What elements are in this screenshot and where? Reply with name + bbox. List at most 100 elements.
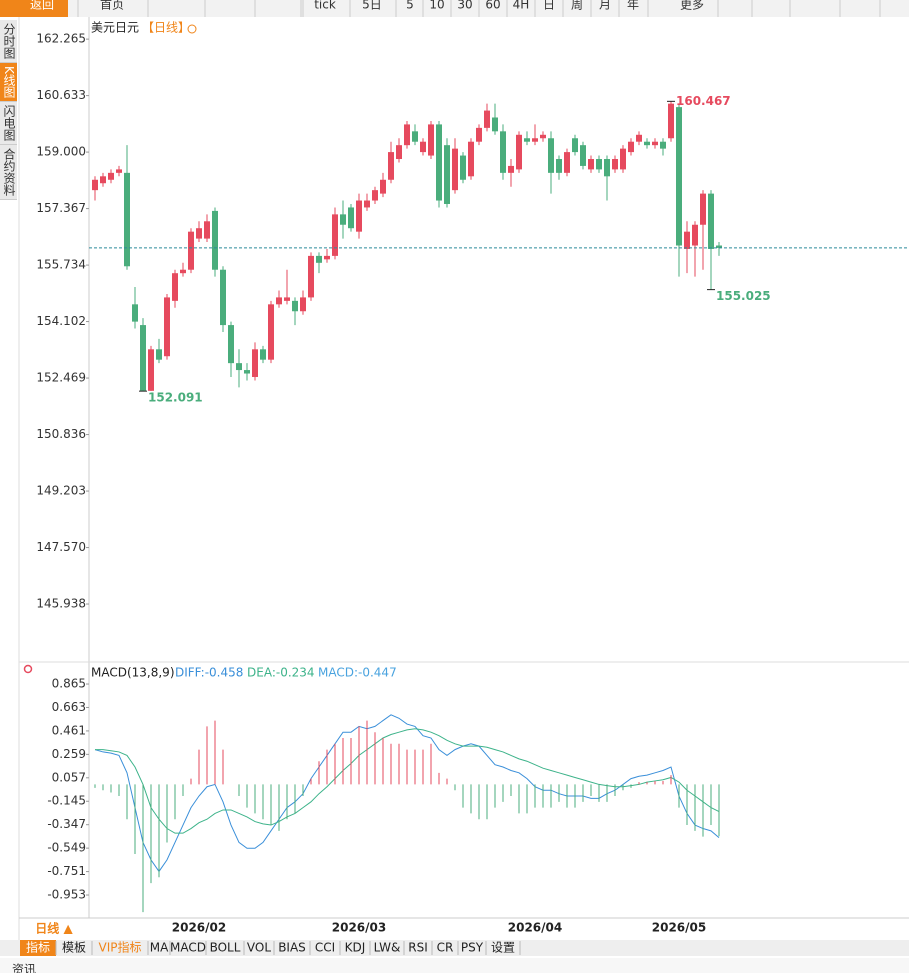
bottom-tab[interactable]: VOL [247, 941, 271, 955]
candle-body [236, 363, 242, 371]
footer-tab[interactable]: 资讯 [12, 963, 36, 973]
side-tab[interactable]: K线图 [0, 63, 17, 102]
y-tick-label: -0.953 [47, 888, 86, 902]
candle-body [500, 131, 506, 173]
period-button[interactable]: 4H [513, 0, 530, 12]
period-button[interactable]: 日 [543, 0, 555, 12]
candle-body [444, 145, 450, 204]
bottom-tab[interactable]: MA [150, 941, 169, 955]
candle-body [172, 273, 178, 301]
candle-body [220, 269, 226, 326]
candle-body [668, 103, 674, 139]
y-tick-label: 0.663 [52, 700, 86, 714]
candle-body [308, 255, 314, 298]
chart-subtitle: 【日线】 [142, 21, 190, 35]
indicator-title: MACD(13,8,9) [91, 666, 175, 680]
home-label[interactable]: 首页 [100, 0, 124, 12]
bottom-tab[interactable]: RSI [408, 941, 428, 955]
candle-body [396, 145, 402, 160]
candle-body [140, 325, 146, 391]
bottom-tabs [0, 940, 909, 956]
x-tick-label: 2026/05 [652, 921, 706, 935]
y-tick-label: -0.145 [47, 794, 86, 808]
bottom-tab[interactable]: VIP指标 [99, 940, 142, 955]
bottom-tab[interactable]: PSY [461, 941, 484, 955]
period-button[interactable]: 5 [406, 0, 414, 12]
period-label[interactable]: 日线 ▲ [35, 921, 73, 936]
period-button[interactable]: 30 [457, 0, 472, 12]
period-button[interactable]: 年 [627, 0, 639, 12]
candle-body [588, 159, 594, 170]
extreme-label: 160.467 [676, 94, 731, 108]
candle-body [348, 207, 354, 229]
candle-body [684, 231, 690, 249]
period-button[interactable]: 5日 [362, 0, 382, 12]
period-button[interactable]: 周 [571, 0, 583, 12]
bottom-tab[interactable]: 模板 [62, 941, 86, 955]
add-icon[interactable] [187, 24, 197, 34]
indicator-icon[interactable] [23, 664, 33, 674]
footer-bar [0, 958, 909, 973]
bottom-tab[interactable]: BOLL [210, 941, 241, 955]
bottom-tab[interactable]: BIAS [278, 941, 306, 955]
y-tick-label: 145.938 [36, 597, 86, 611]
candle-body [292, 300, 298, 312]
candle-body [548, 138, 554, 173]
candle-body [468, 141, 474, 177]
candle-body [356, 200, 362, 232]
y-tick-label: 0.865 [52, 677, 86, 691]
candle-body [484, 110, 490, 128]
candle-body [636, 134, 642, 142]
back-button[interactable] [0, 0, 68, 17]
candle-body [604, 159, 610, 177]
bottom-tab[interactable]: KDJ [345, 941, 366, 955]
y-tick-label: 160.633 [36, 88, 86, 102]
y-tick-label: -0.347 [47, 817, 86, 831]
candle-body [716, 245, 722, 248]
candle-body [436, 124, 442, 201]
candle-body [452, 148, 458, 191]
bottom-tab[interactable]: 设置 [491, 941, 515, 955]
candle-body [644, 141, 650, 146]
candle-body [260, 349, 266, 360]
legend-entry: MACD:-0.447 [318, 666, 397, 680]
side-tab[interactable]: 闪电图 [0, 101, 17, 145]
candle-body [380, 179, 386, 194]
y-tick-label: 149.203 [36, 484, 86, 498]
bottom-tab[interactable]: 指标 [26, 940, 50, 955]
period-button[interactable]: 10 [429, 0, 444, 12]
period-button[interactable]: 60 [485, 0, 500, 12]
bottom-tab[interactable]: CR [437, 941, 454, 955]
candle-body [692, 224, 698, 246]
candle-body [420, 141, 426, 153]
candle-body [492, 117, 498, 132]
candle-body [204, 221, 210, 239]
side-tab[interactable]: 分时图 [0, 20, 17, 63]
tab-active [20, 940, 56, 956]
bottom-tab[interactable]: LW& [374, 941, 401, 955]
candle-body [612, 159, 618, 170]
bottom-tab[interactable]: CCI [315, 941, 335, 955]
candle-body [412, 131, 418, 142]
legend-entry: DIFF:-0.458 [175, 666, 243, 680]
period-button[interactable]: tick [314, 0, 336, 12]
side-tab[interactable]: 合约资料 [0, 144, 17, 200]
bottom-tab[interactable]: MACD [170, 941, 206, 955]
legend-entry: DEA:-0.234 [247, 666, 315, 680]
candle-body [652, 141, 658, 146]
candle-body [156, 349, 162, 360]
candle-body [596, 159, 602, 170]
x-tick-label: 2026/04 [508, 921, 562, 935]
candle-body [572, 138, 578, 153]
more-button[interactable]: 更多 [680, 0, 704, 12]
period-button[interactable]: 月 [599, 0, 611, 12]
back-label[interactable]: 返回 [30, 0, 54, 12]
candle-body [388, 152, 394, 180]
candle-body [268, 304, 274, 360]
period-box[interactable] [20, 920, 88, 939]
candle-body [476, 127, 482, 142]
candle-body [508, 165, 514, 173]
candle-body [108, 172, 114, 180]
candle-body [404, 124, 410, 146]
